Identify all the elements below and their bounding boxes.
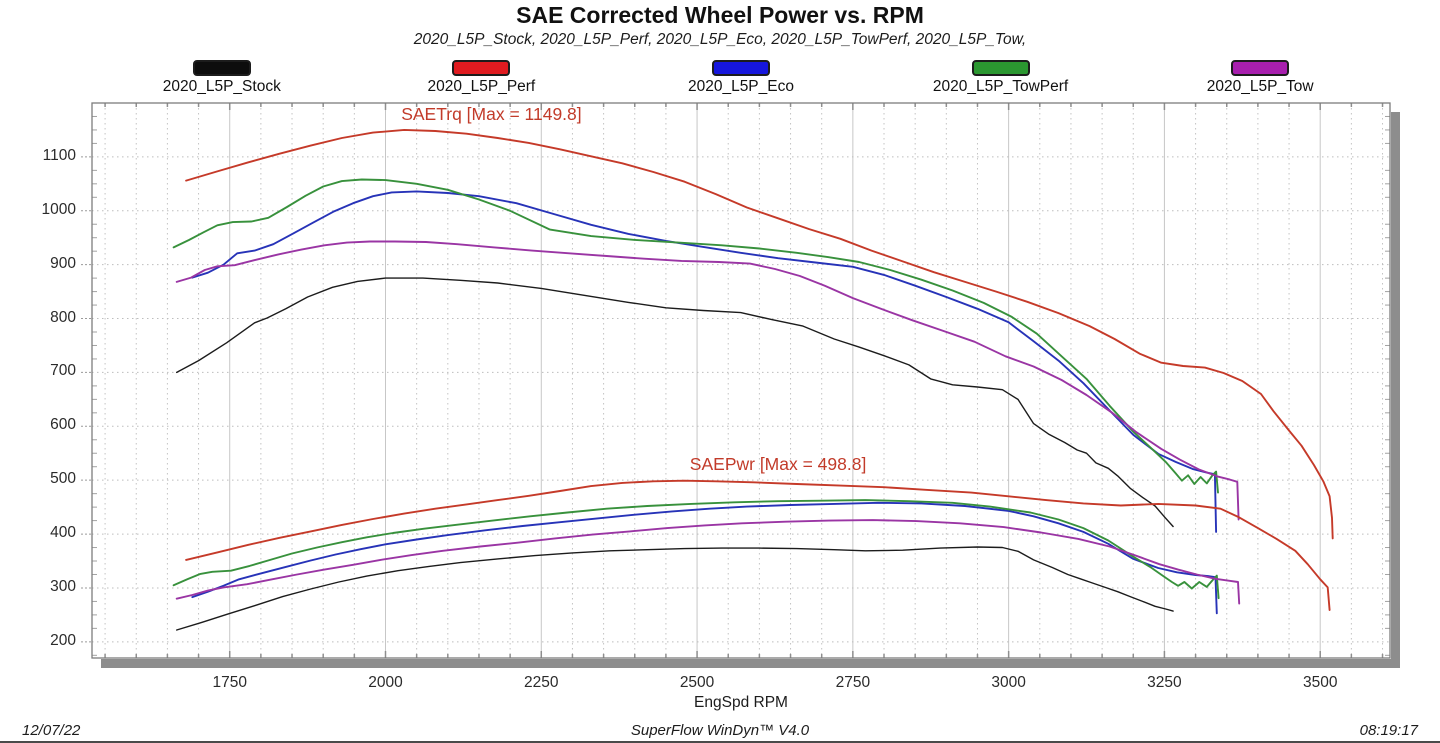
y-tick-label-900: 900 [50,254,76,272]
series-2020_L5P_Eco-SAEPwr [191,501,1218,615]
x-tick-label-3500: 3500 [1302,674,1338,691]
y-tick-label-1100: 1100 [42,146,76,164]
y-tick-label-200: 200 [50,631,76,649]
y-tick-label-1000: 1000 [41,200,76,218]
series-2020_L5P_Tow-SAETrq [175,240,1240,521]
y-tick-label-600: 600 [50,416,76,434]
page-title: SAE Corrected Wheel Power vs. RPM [516,2,924,28]
footer-time: 08:19:17 [1359,722,1418,739]
x-tick-label-2000: 2000 [368,674,403,691]
y-tick-label-300: 300 [50,577,76,595]
footer-app-version: SuperFlow WinDyn™ V4.0 [630,722,810,739]
series-2020_L5P_TowPerf-SAEPwr [172,499,1220,600]
x-axis-title: EngSpd RPM [694,694,788,711]
y-tick-label-700: 700 [50,362,76,380]
annotation-saepwr-max: SAEPwr [Max = 498.8] [690,454,867,474]
legend-swatch-tow [1231,60,1290,76]
legend-item-eco[interactable]: 2020_L5P_Eco [611,60,871,104]
x-tick-label-1750: 1750 [212,674,247,691]
y-tick-label-800: 800 [50,308,76,326]
legend-item-tow[interactable]: 2020_L5P_Tow [1130,60,1390,104]
legend-swatch-stock [192,60,251,76]
y-tick-label-500: 500 [50,470,76,488]
legend-label-tow: 2020_L5P_Tow [1206,78,1314,95]
series-2020_L5P_TowPerf-SAETrq [172,178,1219,494]
series-2020_L5P_Stock-SAEPwr [176,546,1174,631]
chart-subtitle-run-list: 2020_L5P_Stock, 2020_L5P_Perf, 2020_L5P_… [413,31,1027,48]
legend: 2020_L5P_Stock 2020_L5P_Perf 2020_L5P_Eco 2… [92,60,1390,104]
legend-item-towperf[interactable]: 2020_L5P_TowPerf [871,60,1131,104]
x-tick-label-3250: 3250 [1147,674,1182,691]
plot-background [92,103,1390,658]
x-tick-label-2750: 2750 [835,674,871,691]
x-tick-label-2500: 2500 [679,674,715,691]
series-2020_L5P_Perf-SAEPwr [185,479,1331,611]
legend-item-perf[interactable]: 2020_L5P_Perf [352,60,612,104]
legend-swatch-perf [452,60,511,76]
plot-shadow-bottom [101,659,1400,668]
legend-swatch-towperf [971,60,1030,76]
legend-label-towperf: 2020_L5P_TowPerf [932,78,1069,95]
legend-label-stock: 2020_L5P_Stock [162,78,281,95]
series-2020_L5P_Stock-SAETrq [176,277,1174,528]
annotation-saetrq-max: SAETrq [Max = 1149.8] [401,104,581,124]
series-2020_L5P_Perf-SAETrq [185,128,1334,540]
legend-swatch-eco [711,60,770,76]
plot-shadow-right [1391,112,1400,668]
plot-border [91,102,1391,659]
series-2020_L5P_Tow-SAEPwr [175,519,1241,605]
series-2020_L5P_Eco-SAETrq [191,190,1218,533]
legend-item-stock[interactable]: 2020_L5P_Stock [92,60,352,104]
x-tick-label-2250: 2250 [524,674,559,691]
legend-label-eco: 2020_L5P_Eco [687,78,794,95]
legend-label-perf: 2020_L5P_Perf [427,78,536,95]
footer-date: 12/07/22 [22,722,81,739]
y-tick-label-400: 400 [50,524,76,542]
x-tick-label-3000: 3000 [991,674,1026,691]
